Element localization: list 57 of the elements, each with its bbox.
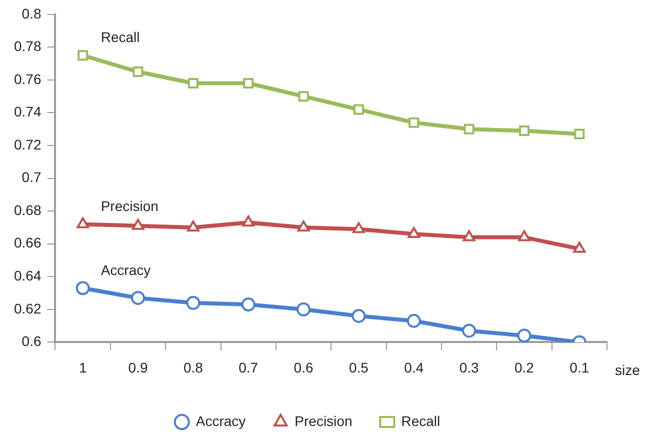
point [352,222,365,234]
legend-label: Recall [401,412,440,429]
point [78,50,88,61]
point [464,124,474,134]
y-tick-label: 0.7 [22,169,42,186]
point [76,217,90,228]
point [243,78,254,88]
point [462,230,476,242]
point [462,324,476,338]
y-tick-label: 0.72 [14,136,42,152]
y-tick-label: 0.78 [14,38,42,54]
annotation: Accracy [100,262,151,278]
point [352,308,366,323]
y-tick-label: 0.68 [14,202,42,218]
y-tick-label: 0.64 [14,268,42,284]
point [296,302,311,316]
x-tick-label: 0.4 [404,359,424,376]
y-tick-label: 0.66 [14,234,42,251]
point [242,216,255,227]
y-tick-label: 0.6 [22,333,42,350]
point [408,117,420,128]
point [518,230,530,242]
point [573,242,586,253]
y-tick-label: 0.74 [14,104,42,120]
y-tick-label: 0.76 [14,70,42,87]
point [241,298,256,312]
point [76,281,90,296]
point [132,66,144,78]
point [574,128,585,140]
point [186,296,200,310]
legend-label: Accracy [196,412,246,429]
x-tick-label: 0.8 [183,359,204,376]
point [132,218,144,230]
x-tick-label: 1 [78,359,87,376]
point [131,290,146,305]
x-tick-label: 0.5 [348,359,369,376]
point [188,78,198,88]
x-tick-label: 0.6 [294,359,314,376]
annotation: Precision [100,198,158,214]
x-tick-label: 0.3 [459,359,480,376]
y-tick-label: 0.8 [22,5,42,22]
x-tick-label: 0.9 [128,359,148,376]
point [353,104,364,115]
point [186,220,200,232]
point [406,314,421,328]
point [297,220,310,232]
point [517,328,532,342]
point [298,91,309,102]
y-tick-label: 0.62 [14,300,42,316]
annotation: Recall [100,29,140,46]
x-tick-label: 0.7 [238,359,258,376]
x-tick-label: 0.1 [570,359,590,376]
point [408,227,420,238]
x-tick-label: 0.2 [514,359,534,376]
legend-label: Precision [294,412,352,429]
point [518,126,530,136]
x-axis-title: size [615,362,640,378]
